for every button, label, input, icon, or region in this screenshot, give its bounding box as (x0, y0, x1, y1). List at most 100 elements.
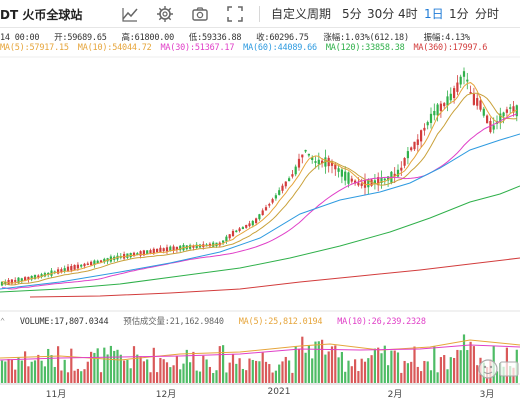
volume-bar (225, 372, 228, 383)
candle-body (192, 245, 195, 248)
candle-body (248, 223, 251, 227)
candle-body (314, 161, 317, 163)
change-value: 1.03%(612.18) (344, 33, 409, 43)
snapshot-icon[interactable] (190, 4, 210, 24)
candle-body (27, 276, 30, 280)
volume-bar (218, 346, 221, 383)
candle-body (261, 210, 264, 216)
volume-bar (367, 358, 370, 383)
candle-body (37, 275, 40, 278)
candle-body (505, 109, 508, 113)
candle-body (476, 98, 479, 106)
candle-body (406, 151, 409, 159)
volume-bar (192, 351, 195, 383)
volume-bar (17, 357, 20, 383)
volume-bar (373, 348, 376, 383)
volume-bar (47, 348, 50, 383)
x-label-dec: 12月 (155, 390, 177, 400)
volume-bar (20, 360, 23, 383)
volume-bar (30, 361, 33, 383)
volume-bar (109, 345, 112, 383)
candle-body (340, 169, 343, 177)
candle-body (255, 218, 258, 223)
candle-body (294, 166, 297, 175)
timeframe-tick[interactable]: 分时 (475, 7, 500, 21)
x-label-nov: 11月 (45, 390, 67, 400)
volume-collapse-icon[interactable]: ⌃ (0, 317, 5, 327)
volume-bar (327, 351, 330, 383)
volume-bar (235, 363, 238, 383)
volume-value: VOLUME:17,807.0344 (19, 317, 109, 327)
volume-bar (410, 361, 413, 383)
volume-bar (198, 371, 202, 383)
x-label-2021: 2021 (267, 387, 291, 397)
volume-bar (172, 365, 175, 383)
volume-bar (370, 355, 373, 383)
candle-body (93, 260, 96, 265)
volume-bar (357, 371, 360, 383)
volume-bar (439, 357, 442, 383)
candle-body (317, 159, 320, 165)
candle-body (416, 139, 419, 145)
volume-bar (396, 352, 400, 383)
volume-bar (350, 366, 353, 383)
volume-bar (43, 366, 46, 383)
candle-body (251, 221, 254, 226)
volume-bar (423, 360, 426, 383)
candle-body (344, 171, 347, 181)
volume-bar (215, 370, 218, 383)
candle-body (136, 253, 139, 255)
candle-body (241, 227, 244, 229)
candle-body (387, 176, 390, 181)
volume-bar (248, 358, 251, 383)
volume-bar (208, 366, 211, 383)
candle-body (462, 71, 466, 77)
change-label: 涨幅: (323, 33, 345, 43)
candle-body (103, 258, 106, 263)
candle-body (14, 280, 17, 282)
candle-body (33, 274, 37, 280)
candle-body (436, 104, 439, 116)
candle-body (443, 103, 446, 107)
fullscreen-icon[interactable] (225, 4, 245, 24)
candle-body (453, 88, 456, 99)
period-select[interactable]: 自定义周期 (271, 7, 332, 21)
candle-body (479, 100, 482, 110)
candle-body (4, 282, 7, 284)
watermark-logo (476, 356, 520, 382)
timeframe-4h[interactable]: 4时 (398, 7, 418, 21)
timeframe-30m[interactable]: 30分 (367, 7, 395, 21)
volume-bar (195, 370, 198, 383)
volume-bar (162, 359, 165, 383)
candle-body (96, 260, 99, 264)
volume-bar (413, 346, 416, 383)
timeframe-1d[interactable]: 1日 (424, 7, 444, 21)
ohlc-info-bar: 14 00:00 开:59689.65 高:61800.00 低:59336.8… (0, 31, 470, 43)
indicator-icon[interactable] (120, 4, 140, 24)
volume-bar (113, 350, 116, 383)
settings-icon[interactable] (155, 4, 175, 24)
candle-body (472, 93, 475, 105)
volume-bar (258, 361, 261, 383)
volume-bar (416, 366, 419, 383)
volume-bar (314, 341, 317, 383)
candle-body (466, 79, 469, 82)
candle-body (297, 158, 301, 168)
timeframe-5m[interactable]: 5分 (342, 7, 362, 21)
timeframe-1m[interactable]: 1分 (449, 7, 469, 21)
candle-body (410, 147, 413, 151)
chart-toolbar: DT 火币全球站 自定义周期 5分 30分 4时 1日 1分 分时 (0, 0, 520, 28)
volume-bar (96, 348, 99, 383)
volume-bar (99, 372, 103, 383)
volume-bar (420, 371, 423, 383)
candle-body (324, 157, 327, 167)
candle-date: 14 00:00 (0, 33, 40, 43)
volume-bar (472, 346, 475, 383)
candle-body (235, 230, 238, 233)
candle-body (63, 268, 66, 272)
volume-bar (63, 359, 66, 383)
ma-legend: MA(5):57917.15 MA(10):54044.72 MA(30):51… (0, 43, 491, 53)
volume-bar (453, 357, 456, 383)
candle-body (330, 161, 334, 166)
